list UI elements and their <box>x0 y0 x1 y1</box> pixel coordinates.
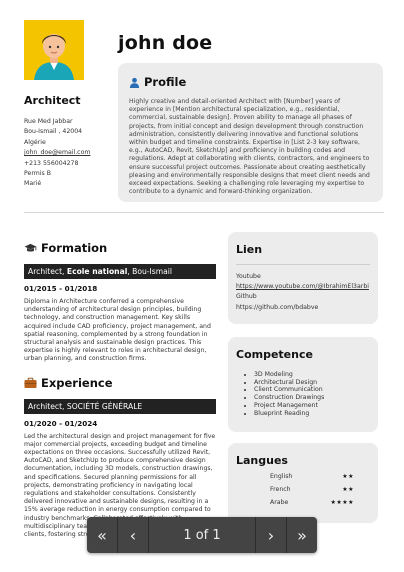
pager-separator <box>286 517 287 553</box>
briefcase-icon <box>24 377 37 388</box>
competence-title: Competence <box>236 348 313 361</box>
competence-item: Construction Drawings <box>254 394 370 402</box>
section-divider <box>24 212 384 213</box>
formation-role: Architect, <box>28 267 67 276</box>
candidate-name: john doe <box>118 32 213 54</box>
graduation-cap-icon <box>24 243 37 252</box>
formation-heading: Formation <box>24 241 216 255</box>
language-stars: ★★ <box>342 486 354 493</box>
competence-card: Competence 3D Modeling Architectural Des… <box>228 337 378 432</box>
experience-title: Experience <box>41 375 113 390</box>
formation-location: , Bou-Ismail <box>127 267 173 276</box>
driving-license: Permis B <box>24 170 51 178</box>
language-stars: ★★★★ <box>330 499 354 506</box>
language-name: French <box>270 486 291 493</box>
lien-card: Lien Youtube https://www.youtube.com/@Ib… <box>228 232 378 324</box>
email-link[interactable]: john_doe@email.com <box>24 149 91 157</box>
language-row: Arabe ★★★★ <box>236 499 370 506</box>
formation-dates: 01/2015 - 01/2018 <box>24 284 98 293</box>
marital-status: Marié <box>24 180 42 188</box>
github-link[interactable]: https://github.com/bdabve <box>236 303 319 311</box>
github-label: Github <box>236 293 257 301</box>
pager-separator <box>255 517 256 553</box>
formation-title: Formation <box>41 241 108 255</box>
experience-heading: Experience <box>24 376 216 390</box>
page-indicator: 1 of 1 <box>183 527 221 543</box>
language-stars: ★★ <box>342 473 354 480</box>
country: Algérie <box>24 138 46 146</box>
contact-info: Rue Med Jabbar Bou-Ismail , 42004 Algéri… <box>24 117 90 190</box>
profile-card: Profile Highly creative and detail-orien… <box>118 63 383 202</box>
first-page-button[interactable]: « <box>97 525 107 545</box>
language-row: English ★★ <box>236 473 370 480</box>
formation-description: Diploma in Architecture conferred a comp… <box>24 298 211 363</box>
address-line-2: Bou-Ismail , 42004 <box>24 128 83 136</box>
formation-bar: Architect, Ecole national, Bou-Ismail <box>24 264 216 279</box>
address-line-1: Rue Med Jabbar <box>24 118 73 125</box>
competence-item: Architectural Design <box>254 379 370 387</box>
competence-list: 3D Modeling Architectural Design Client … <box>254 371 370 417</box>
language-row: French ★★ <box>236 486 370 493</box>
next-page-button[interactable]: › <box>267 525 275 545</box>
profile-title: Profile <box>144 75 187 89</box>
competence-item: Project Management <box>254 402 370 410</box>
job-title: Architect <box>24 94 81 107</box>
pager-separator <box>117 517 118 553</box>
formation-school: Ecole national <box>66 267 128 276</box>
youtube-link[interactable]: https://www.youtube.com/@IbrahimEl3arbi <box>236 283 369 291</box>
lien-divider <box>236 264 370 265</box>
user-icon <box>129 77 140 88</box>
competence-item: Blueprint Reading <box>254 410 370 418</box>
profile-text: Highly creative and detail-oriented Arch… <box>129 98 370 196</box>
competence-item: 3D Modeling <box>254 371 370 379</box>
youtube-label: Youtube <box>236 273 261 280</box>
lien-title: Lien <box>236 243 263 256</box>
phone: +213 556004278 <box>24 159 79 167</box>
langues-title: Langues <box>236 454 288 467</box>
left-column: Formation Architect, Ecole national, Bou… <box>24 241 216 539</box>
language-name: English <box>270 473 293 480</box>
pager-separator <box>148 517 149 553</box>
prev-page-button[interactable]: ‹ <box>129 525 137 545</box>
page-navigation-bar: « ‹ 1 of 1 › » <box>87 517 317 553</box>
avatar <box>24 20 84 80</box>
last-page-button[interactable]: » <box>297 525 307 545</box>
profile-heading: Profile <box>129 75 372 89</box>
experience-bar: Architect, SOCIÉTÉ GÉNÉRALE <box>24 398 216 414</box>
person-avatar-icon <box>24 20 84 80</box>
competence-item: Client Communication <box>254 386 370 394</box>
language-name: Arabe <box>270 499 289 506</box>
experience-dates: 01/2020 - 01/2024 <box>24 418 98 428</box>
langues-card: Langues English ★★ French ★★ Arabe ★★★★ <box>228 443 378 523</box>
